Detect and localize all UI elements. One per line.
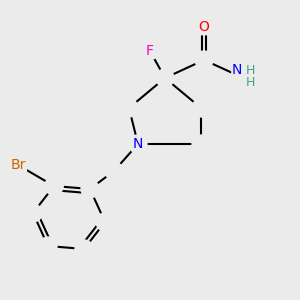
Circle shape — [24, 204, 42, 222]
Circle shape — [45, 177, 63, 195]
Circle shape — [75, 240, 93, 258]
Text: H: H — [246, 64, 255, 77]
Text: N: N — [133, 137, 143, 151]
Circle shape — [81, 180, 99, 198]
Circle shape — [129, 135, 147, 153]
Circle shape — [192, 135, 210, 153]
Circle shape — [156, 69, 174, 87]
Text: H: H — [246, 76, 255, 89]
Circle shape — [120, 99, 138, 117]
Text: O: O — [199, 20, 209, 34]
Text: Br: Br — [10, 158, 26, 172]
Circle shape — [105, 162, 123, 180]
Text: N: N — [232, 64, 242, 77]
Circle shape — [192, 99, 210, 117]
Circle shape — [195, 51, 213, 69]
Circle shape — [39, 237, 57, 255]
Text: F: F — [146, 44, 154, 58]
Circle shape — [45, 177, 63, 195]
Circle shape — [96, 213, 114, 231]
